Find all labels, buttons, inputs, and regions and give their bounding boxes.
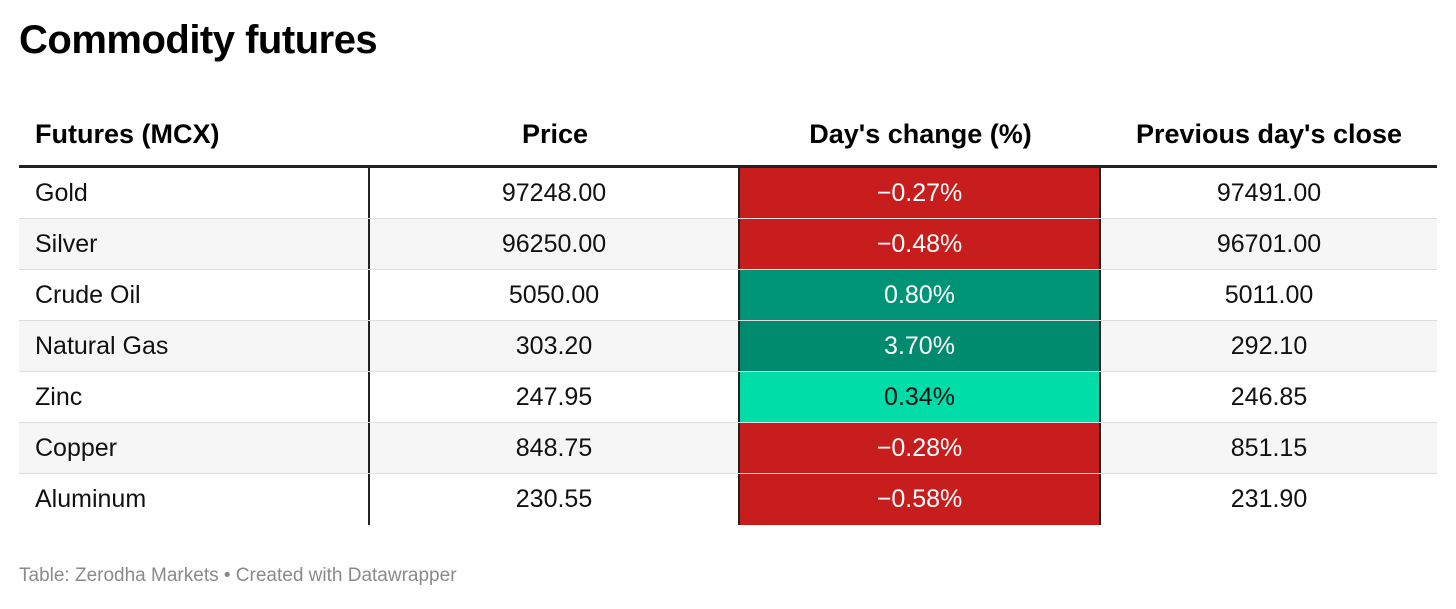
column-header-price[interactable]: Price	[521, 119, 589, 149]
table-row: Crude Oil 5050.00 0.80% 5011.00	[19, 270, 1437, 321]
cell-days-change: 0.80%	[740, 270, 1101, 320]
cell-commodity-name: Silver	[19, 219, 370, 269]
table-header: Futures (MCX) Price Day's change (%) Pre…	[19, 104, 1437, 168]
cell-commodity-name: Aluminum	[19, 474, 370, 525]
chart-title: Commodity futures	[19, 18, 378, 62]
cell-commodity-name: Crude Oil	[19, 270, 370, 320]
table-row: Aluminum 230.55 −0.58% 231.90	[19, 474, 1437, 525]
source-footer: Table: Zerodha Markets • Created with Da…	[19, 565, 457, 586]
column-header-days-change[interactable]: Day's change (%)	[809, 119, 1032, 149]
cell-days-change: −0.58%	[740, 474, 1101, 525]
commodity-table: Futures (MCX) Price Day's change (%) Pre…	[19, 104, 1437, 525]
table-row: Silver 96250.00 −0.48% 96701.00	[19, 219, 1437, 270]
cell-days-change: 3.70%	[740, 321, 1101, 371]
cell-days-change: 0.34%	[740, 372, 1101, 422]
cell-price: 848.75	[370, 423, 740, 473]
cell-commodity-name: Natural Gas	[19, 321, 370, 371]
cell-previous-close: 5011.00	[1224, 280, 1314, 309]
cell-days-change: −0.48%	[740, 219, 1101, 269]
cell-commodity-name: Zinc	[19, 372, 370, 422]
cell-price: 96250.00	[370, 219, 740, 269]
cell-previous-close: 96701.00	[1216, 229, 1322, 258]
cell-previous-close: 246.85	[1230, 382, 1308, 411]
cell-price: 97248.00	[370, 168, 740, 218]
cell-previous-close: 292.10	[1230, 331, 1308, 360]
cell-days-change: −0.27%	[740, 168, 1101, 218]
cell-previous-close: 231.90	[1230, 485, 1308, 513]
cell-days-change: −0.28%	[740, 423, 1101, 473]
table-body: Gold 97248.00 −0.27% 97491.00 Silver 96250.00…	[19, 168, 1437, 525]
table-row: Natural Gas 303.20 3.70% 292.10	[19, 321, 1437, 372]
cell-price: 303.20	[370, 321, 740, 371]
cell-commodity-name: Copper	[19, 423, 370, 473]
table-row: Gold 97248.00 −0.27% 97491.00	[19, 168, 1437, 219]
cell-price: 247.95	[370, 372, 740, 422]
table-row: Copper 848.75 −0.28% 851.15	[19, 423, 1437, 474]
cell-previous-close: 97491.00	[1216, 178, 1322, 207]
cell-previous-close: 851.15	[1230, 433, 1308, 462]
column-header-futures[interactable]: Futures (MCX)	[35, 119, 220, 149]
cell-price: 5050.00	[370, 270, 740, 320]
cell-price: 230.55	[370, 474, 740, 525]
table-row: Zinc 247.95 0.34% 246.85	[19, 372, 1437, 423]
cell-commodity-name: Gold	[19, 168, 370, 218]
column-header-previous-close[interactable]: Previous day's close	[1135, 119, 1403, 149]
